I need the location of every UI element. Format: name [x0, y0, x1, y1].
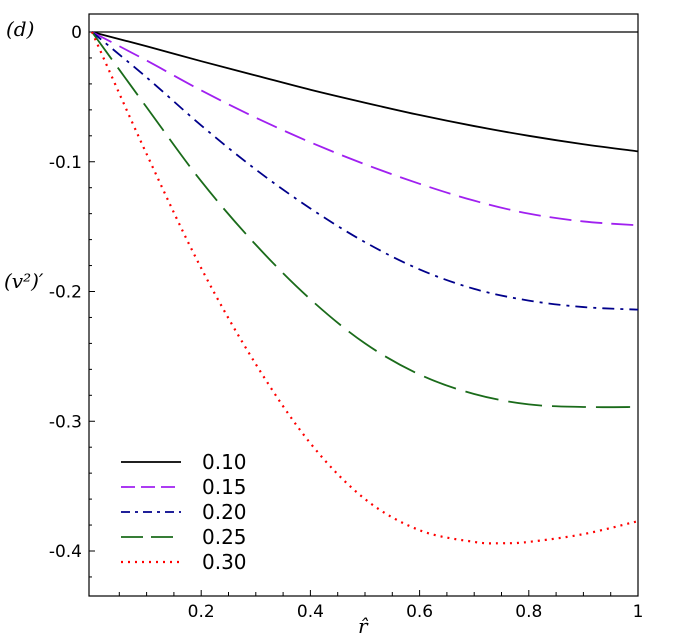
y-tick-label: -0.3: [49, 412, 82, 432]
legend: 0.100.150.200.250.30: [121, 450, 247, 574]
x-tick-label: 0.8: [515, 602, 542, 622]
series-line-0.10: [91, 31, 639, 153]
legend-label-0.25: 0.25: [202, 525, 247, 549]
series-line-0.20: [91, 31, 639, 311]
series-line-0.25: [91, 31, 639, 409]
y-axis-title: (v²)′: [4, 269, 44, 293]
x-tick-label: 0.6: [406, 602, 433, 622]
y-axis: 0 -0.1 -0.2 -0.3 -0.4: [49, 23, 95, 578]
y-tick-label: -0.1: [49, 153, 82, 173]
legend-label-0.30: 0.30: [202, 550, 247, 574]
legend-label-0.20: 0.20: [202, 500, 247, 524]
legend-label-0.15: 0.15: [202, 475, 247, 499]
series-group: [90, 31, 639, 545]
plot-frame: [88, 13, 639, 597]
panel-label: (d): [6, 17, 34, 41]
x-axis-title: r̂: [358, 614, 369, 638]
x-tick-label: 1: [633, 602, 644, 622]
x-tick-label: 0.2: [188, 602, 215, 622]
series-line-0.30: [90, 31, 639, 545]
legend-label-0.10: 0.10: [202, 450, 247, 474]
x-axis: 0.2 0.4 0.6 0.8 1: [118, 590, 644, 622]
y-tick-label: -0.2: [49, 283, 82, 303]
series-line-0.15: [91, 31, 639, 227]
x-tick-label: 0.4: [297, 602, 324, 622]
y-tick-label: 0: [71, 23, 82, 43]
y-tick-label: -0.4: [49, 542, 82, 562]
